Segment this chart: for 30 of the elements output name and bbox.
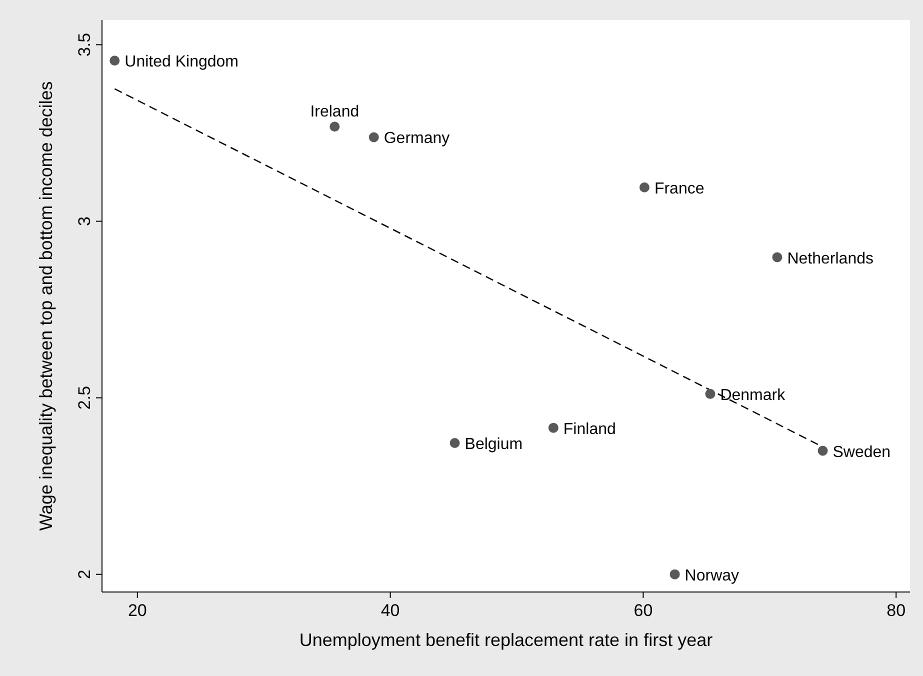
x-tick-label: 60 [634,601,653,620]
annotation: Finland [563,420,616,438]
annotation: Denmark [720,386,786,404]
y-tick-label: 3.5 [75,32,94,57]
point [772,252,782,262]
y-tick-label: 3 [75,216,94,226]
y-tick-label: 2 [75,570,94,580]
annotation: Germany [384,130,450,148]
y-tick-label: 2.5 [75,386,94,410]
annotation: Norway [684,567,740,584]
point [705,388,716,399]
annotation: Sweden [832,444,891,461]
annotation: France [654,180,704,198]
y-axis-title: Wage inequality between top and bottom income deciles [36,81,56,531]
point [670,569,680,580]
x-tick-label: 40 [380,601,400,620]
annotation: Belgium [464,436,523,453]
annotation: Ireland [310,104,360,121]
point [818,446,828,456]
point [110,56,120,66]
x-tick-label: 20 [128,601,147,620]
x-axis-title: Unemployment benefit replacement rate in first year [299,630,713,650]
point [548,422,558,433]
x-tick-label: 80 [886,601,906,620]
point [450,438,460,448]
annotation: United Kingdom [124,54,238,71]
annotation: Netherlands [787,250,874,268]
point [368,132,379,142]
point [330,122,340,132]
point [639,182,650,192]
